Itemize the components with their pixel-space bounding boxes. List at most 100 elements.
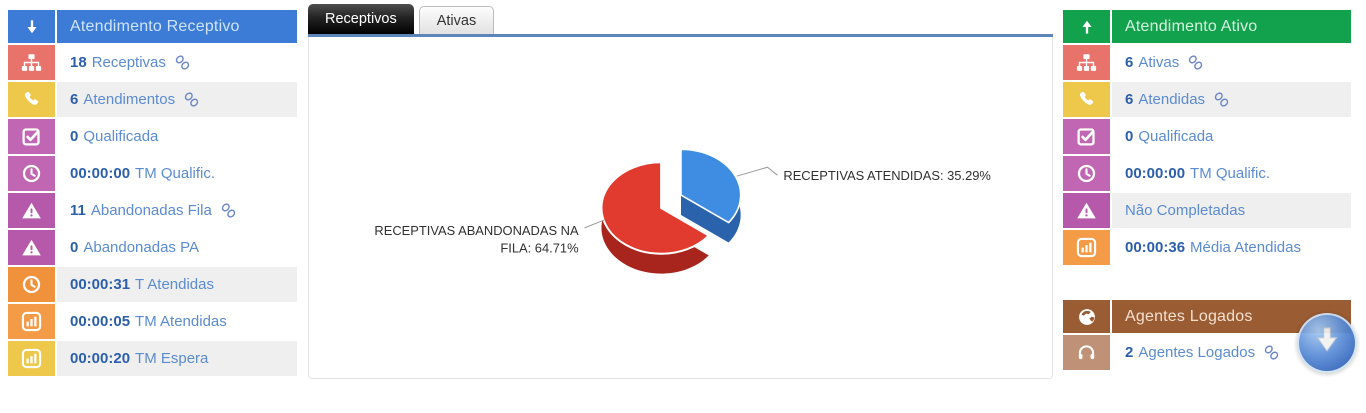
stat-cell: 00:00:36 Média Atendidas xyxy=(1112,230,1351,265)
stat-value: 18 xyxy=(70,54,87,71)
stat-cell: 0 Abandonadas PA xyxy=(57,230,297,265)
leader-line-right xyxy=(736,166,778,177)
bar-chart-icon xyxy=(8,341,55,376)
stat-row: 6 Ativas xyxy=(1063,45,1351,80)
phone-icon xyxy=(1063,82,1110,117)
stat-label: Não Completadas xyxy=(1125,202,1246,219)
stat-row: 0 Qualificada xyxy=(8,119,297,154)
stat-cell: 00:00:00 TM Qualific. xyxy=(57,156,297,191)
link-icon[interactable] xyxy=(174,54,191,71)
pie-label-abandonadas-line1: RECEPTIVAS ABANDONADAS NA xyxy=(374,223,579,238)
stat-row: 0 Qualificada xyxy=(1063,119,1351,154)
check-square-icon xyxy=(1063,119,1110,154)
stat-label: Abandonadas PA xyxy=(83,239,199,256)
stat-cell: 6 Atendidas xyxy=(1112,82,1351,117)
stat-cell: 00:00:31 T Atendidas xyxy=(57,267,297,302)
stat-cell: 18 Receptivas xyxy=(57,45,297,80)
stat-row: 18 Receptivas xyxy=(8,45,297,80)
link-icon[interactable] xyxy=(1263,344,1280,361)
stat-label: TM Qualific. xyxy=(135,165,216,182)
stat-value: 6 xyxy=(1125,54,1134,71)
receptive-panel: Atendimento Receptivo 18 Receptivas 6 Atend… xyxy=(8,10,297,378)
receptive-panel-title: Atendimento Receptivo xyxy=(57,10,297,43)
warning-icon xyxy=(8,193,55,228)
stat-value: 00:00:20 xyxy=(70,350,131,367)
stat-cell: 00:00:00 TM Qualific. xyxy=(1112,156,1351,191)
stat-value: 00:00:31 xyxy=(70,276,131,293)
tab-receptivos[interactable]: Receptivos xyxy=(308,4,414,34)
stat-value: 0 xyxy=(1125,128,1134,145)
stat-value: 00:00:00 xyxy=(1125,165,1186,182)
globe-icon xyxy=(1063,300,1110,333)
stat-cell: 00:00:05 TM Atendidas xyxy=(57,304,297,339)
stat-label: Agentes Logados xyxy=(1138,344,1256,361)
stat-row: 00:00:20 TM Espera xyxy=(8,341,297,376)
tab-ativas[interactable]: Ativas xyxy=(418,6,495,34)
stat-cell: 00:00:20 TM Espera xyxy=(57,341,297,376)
stat-value: 00:00:36 xyxy=(1125,239,1186,256)
stat-value: 0 xyxy=(70,128,79,145)
link-icon[interactable] xyxy=(220,202,237,219)
stat-row: 11 Abandonadas Fila xyxy=(8,193,297,228)
pie-label-atendidas: RECEPTIVAS ATENDIDAS: 35.29% xyxy=(783,168,991,183)
stat-label: Qualificada xyxy=(83,128,159,145)
link-icon[interactable] xyxy=(1213,91,1230,108)
arrow-up-icon xyxy=(1063,10,1110,43)
receptive-panel-header: Atendimento Receptivo xyxy=(8,10,297,43)
stat-row: 6 Atendidas xyxy=(1063,82,1351,117)
pie-slice-abandonadas[interactable] xyxy=(600,161,710,255)
right-column: Atendimento Ativo 6 Ativas 6 Atendidas 0 Qual… xyxy=(1063,10,1351,372)
stat-value: 0 xyxy=(70,239,79,256)
phone-icon xyxy=(8,82,55,117)
pie-chart: RECEPTIVAS ATENDIDAS: 35.29% RECEPTIVAS … xyxy=(374,148,991,274)
warning-icon xyxy=(1063,193,1110,228)
check-square-icon xyxy=(8,119,55,154)
stat-row: 00:00:05 TM Atendidas xyxy=(8,304,297,339)
stat-value: 2 xyxy=(1125,344,1134,361)
stat-row: 00:00:36 Média Atendidas xyxy=(1063,230,1351,265)
stat-label: Qualificada xyxy=(1138,128,1214,145)
stat-label: Ativas xyxy=(1138,54,1180,71)
stat-cell: 11 Abandonadas Fila xyxy=(57,193,297,228)
warning-icon xyxy=(8,230,55,265)
stat-label: T Atendidas xyxy=(135,276,214,293)
stat-cell: Não Completadas xyxy=(1112,193,1351,228)
stat-row: 0 Abandonadas PA xyxy=(8,230,297,265)
stat-label: Média Atendidas xyxy=(1190,239,1301,256)
active-panel-title: Atendimento Ativo xyxy=(1112,10,1351,43)
stat-cell: 6 Ativas xyxy=(1112,45,1351,80)
stat-label: Receptivas xyxy=(91,54,166,71)
sitemap-icon xyxy=(8,45,55,80)
tab-underline xyxy=(308,34,1053,37)
stat-row: 00:00:00 TM Qualific. xyxy=(1063,156,1351,191)
chart-card: Receptivos Ativas RECEPTIVAS ATENDIDAS: … xyxy=(308,4,1053,379)
pie-label-abandonadas-line2: FILA: 64.71% xyxy=(500,241,579,256)
pie-chart-panel: RECEPTIVAS ATENDIDAS: 35.29% RECEPTIVAS … xyxy=(308,37,1053,379)
arrow-down-icon xyxy=(1305,319,1349,368)
arrow-down-icon xyxy=(8,10,55,43)
active-panel: Atendimento Ativo 6 Ativas 6 Atendidas 0 Qual… xyxy=(1063,10,1351,265)
stat-row: 00:00:31 T Atendidas xyxy=(8,267,297,302)
stat-value: 00:00:00 xyxy=(70,165,131,182)
stat-value: 00:00:05 xyxy=(70,313,131,330)
link-icon[interactable] xyxy=(183,91,200,108)
headset-icon xyxy=(1063,335,1110,370)
stat-row: 00:00:00 TM Qualific. xyxy=(8,156,297,191)
stat-row: Não Completadas xyxy=(1063,193,1351,228)
link-icon[interactable] xyxy=(1187,54,1204,71)
stat-cell: 0 Qualificada xyxy=(1112,119,1351,154)
chart-tabs: Receptivos Ativas xyxy=(308,4,1053,34)
stat-label: TM Espera xyxy=(135,350,209,367)
scroll-down-button[interactable] xyxy=(1297,313,1357,373)
pie-slice-atendidas[interactable] xyxy=(680,148,742,224)
stat-label: TM Qualific. xyxy=(1190,165,1271,182)
stat-value: 6 xyxy=(70,91,79,108)
sitemap-icon xyxy=(1063,45,1110,80)
stat-value: 11 xyxy=(70,202,86,219)
stat-label: Atendidas xyxy=(1138,91,1206,108)
stat-cell: 0 Qualificada xyxy=(57,119,297,154)
stat-cell: 6 Atendimentos xyxy=(57,82,297,117)
clock-icon xyxy=(8,267,55,302)
stat-label: Abandonadas Fila xyxy=(90,202,212,219)
bar-chart-icon xyxy=(1063,230,1110,265)
